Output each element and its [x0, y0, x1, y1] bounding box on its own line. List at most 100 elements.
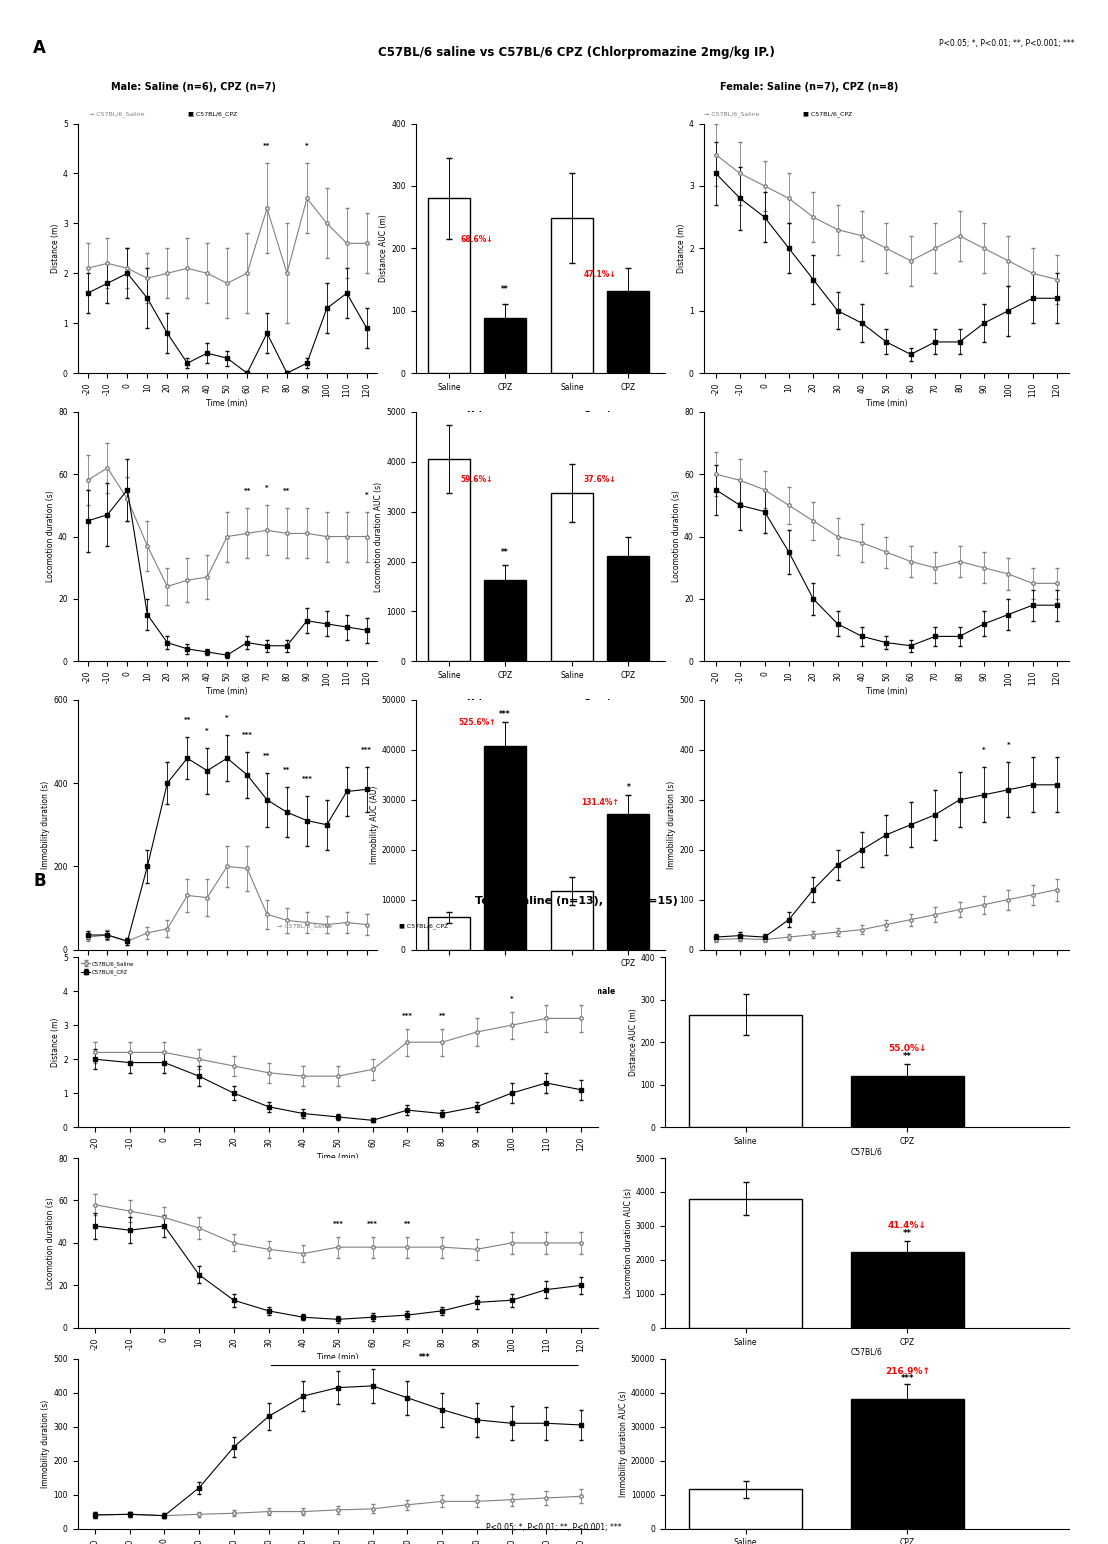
Text: Injection↑: Injection↑	[136, 1314, 168, 1319]
Bar	[428, 199, 470, 374]
Bar	[607, 556, 649, 661]
Text: *: *	[1006, 743, 1010, 749]
Text: *: *	[510, 996, 513, 1002]
Text: **: **	[184, 718, 191, 724]
Y-axis label: Locomotion duration (s): Locomotion duration (s)	[47, 491, 55, 582]
Text: Total: Saline (n=13), CPZ (n=15): Total: Saline (n=13), CPZ (n=15)	[474, 896, 678, 905]
Text: Female: Female	[585, 988, 616, 996]
Text: Injection↑: Injection↑	[745, 593, 778, 598]
Text: 131.4%↑: 131.4%↑	[582, 798, 619, 808]
Text: 216.9%↑: 216.9%↑	[885, 1366, 930, 1376]
Text: → C57BL/6_Saline: → C57BL/6_Saline	[704, 111, 759, 117]
Text: P<0.05; *, P<0.01; **, P<0.001; ***: P<0.05; *, P<0.01; **, P<0.001; ***	[486, 1522, 622, 1532]
Text: *: *	[205, 727, 209, 733]
Text: *: *	[365, 491, 369, 497]
Bar	[484, 746, 526, 950]
Text: ***: ***	[901, 1374, 914, 1383]
Text: *: *	[982, 747, 986, 753]
Text: **: **	[284, 488, 290, 494]
Text: Male: Male	[466, 699, 488, 709]
Text: Female: Female	[585, 411, 616, 420]
X-axis label: Time (min): Time (min)	[865, 976, 907, 984]
Text: → C57BL/6_Saline: → C57BL/6_Saline	[89, 111, 144, 117]
Y-axis label: Immobility duration (s): Immobility duration (s)	[41, 1399, 51, 1488]
Bar	[552, 493, 594, 661]
X-axis label: Time (min): Time (min)	[865, 398, 907, 408]
Legend: C57BL/6_Saline, C57BL/6_CPZ: C57BL/6_Saline, C57BL/6_CPZ	[81, 960, 135, 976]
X-axis label: Time (min): Time (min)	[206, 687, 248, 696]
Bar	[428, 917, 470, 950]
Text: Injection↑: Injection↑	[112, 648, 144, 653]
Text: ***: ***	[419, 1354, 431, 1362]
Bar	[851, 1076, 964, 1127]
X-axis label: Time (min): Time (min)	[206, 398, 248, 408]
Bar	[484, 579, 526, 661]
Text: ***: ***	[367, 1221, 378, 1227]
Text: *: *	[225, 715, 229, 721]
Text: → C57BL/6_Saline: → C57BL/6_Saline	[277, 923, 332, 929]
Text: Male: Male	[466, 988, 488, 996]
Text: ■ C57BL/6_CPZ: ■ C57BL/6_CPZ	[803, 111, 852, 117]
Y-axis label: Distance (m): Distance (m)	[677, 224, 686, 273]
Text: Female: Saline (n=7), CPZ (n=8): Female: Saline (n=7), CPZ (n=8)	[720, 82, 897, 91]
Y-axis label: Distance AUC (m): Distance AUC (m)	[628, 1008, 638, 1076]
Y-axis label: Immobility duration (s): Immobility duration (s)	[41, 781, 51, 869]
Y-axis label: Immobility duration AUC (s): Immobility duration AUC (s)	[619, 1390, 628, 1498]
X-axis label: Time (min): Time (min)	[206, 976, 248, 984]
Text: A: A	[33, 39, 47, 57]
X-axis label: C57BL/6: C57BL/6	[851, 1147, 883, 1156]
Text: ***: ***	[500, 710, 511, 720]
Text: 59.6%↓: 59.6%↓	[461, 474, 493, 483]
Text: *: *	[265, 485, 269, 491]
Text: ■ C57BL/6_CPZ: ■ C57BL/6_CPZ	[399, 923, 448, 929]
Bar	[689, 1490, 802, 1529]
Text: 41.4%↓: 41.4%↓	[888, 1221, 927, 1231]
Text: ***: ***	[402, 1013, 413, 1019]
Text: 68.6%↓: 68.6%↓	[461, 235, 493, 244]
Text: *: *	[626, 783, 630, 792]
Text: Male: Male	[466, 411, 488, 420]
Text: 55.0%↓: 55.0%↓	[889, 1044, 926, 1053]
Y-axis label: Immobility AUC (AU): Immobility AUC (AU)	[370, 786, 379, 865]
Bar	[552, 891, 594, 950]
Text: **: **	[903, 1051, 912, 1061]
Bar	[484, 318, 526, 374]
Y-axis label: Distance AUC (m): Distance AUC (m)	[379, 215, 389, 283]
Y-axis label: Locomotion duration (s): Locomotion duration (s)	[673, 491, 681, 582]
Text: C57BL/6 saline vs C57BL/6 CPZ (Chlorpromazine 2mg/kg IP.): C57BL/6 saline vs C57BL/6 CPZ (Chlorprom…	[378, 46, 774, 59]
Text: ■ C57BL/6_CPZ: ■ C57BL/6_CPZ	[188, 111, 237, 117]
Bar	[851, 1252, 964, 1328]
Text: **: **	[501, 286, 509, 293]
Text: P<0.05; *, P<0.01; **, P<0.001; ***: P<0.05; *, P<0.01; **, P<0.001; ***	[940, 39, 1075, 48]
Y-axis label: Distance (m): Distance (m)	[51, 1017, 60, 1067]
Text: 47.1%↓: 47.1%↓	[584, 270, 617, 279]
Y-axis label: Distance (m): Distance (m)	[51, 224, 60, 273]
Text: B: B	[33, 872, 45, 891]
Text: **: **	[284, 767, 290, 774]
Bar	[689, 1198, 802, 1328]
X-axis label: Time (min): Time (min)	[865, 687, 907, 696]
Y-axis label: Locomotion duration AUC (s): Locomotion duration AUC (s)	[624, 1187, 633, 1299]
X-axis label: Time (min): Time (min)	[317, 1153, 359, 1161]
X-axis label: C57BL/6: C57BL/6	[851, 1348, 883, 1357]
X-axis label: Time (min): Time (min)	[317, 1354, 359, 1362]
Bar	[607, 814, 649, 950]
Text: ***: ***	[332, 1221, 343, 1227]
Bar	[552, 218, 594, 374]
Text: **: **	[264, 144, 270, 150]
Bar	[607, 292, 649, 374]
Y-axis label: Locomotion duration (s): Locomotion duration (s)	[47, 1197, 55, 1289]
Text: ***: ***	[242, 732, 253, 738]
Text: Male: Saline (n=6), CPZ (n=7): Male: Saline (n=6), CPZ (n=7)	[112, 82, 276, 91]
Text: **: **	[403, 1221, 411, 1227]
Y-axis label: Locomotion duration AUC (s): Locomotion duration AUC (s)	[375, 482, 383, 591]
Y-axis label: Immobility duration (s): Immobility duration (s)	[667, 781, 677, 869]
Text: Female: Female	[585, 699, 616, 709]
Text: **: **	[903, 1229, 912, 1238]
Text: **: **	[244, 488, 250, 494]
Text: 525.6%↑: 525.6%↑	[459, 718, 496, 727]
Text: **: **	[501, 548, 509, 557]
Text: 37.6%↓: 37.6%↓	[584, 474, 617, 483]
Bar	[428, 459, 470, 661]
Text: **: **	[264, 753, 270, 758]
